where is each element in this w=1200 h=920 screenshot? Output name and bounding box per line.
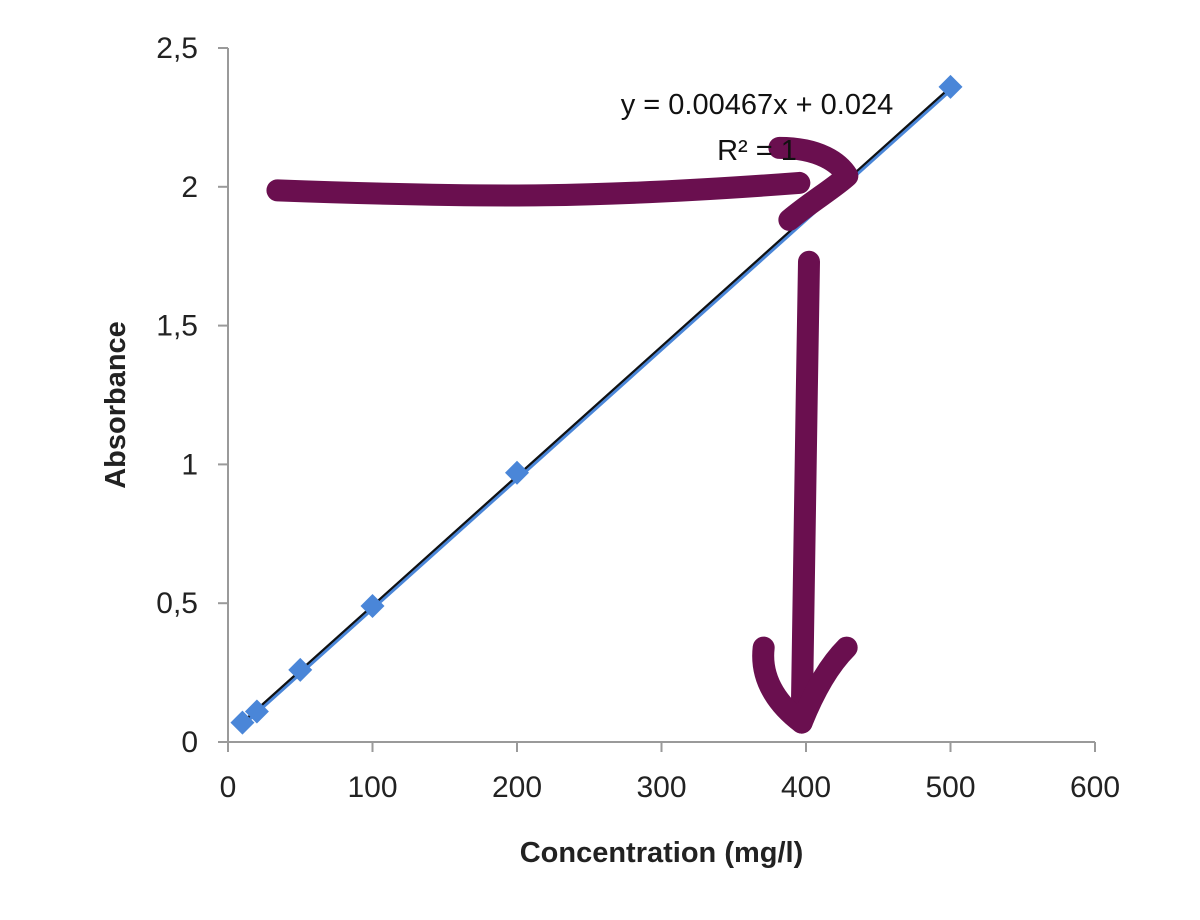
- data-points: [230, 74, 963, 735]
- data-point: [244, 699, 269, 724]
- hand-drawn-annotations: [266, 136, 859, 734]
- x-tick-label: 600: [1070, 771, 1120, 804]
- data-point: [288, 657, 313, 682]
- horizontal-annotation-arrow: [266, 171, 811, 207]
- tick-marks: [218, 47, 1096, 752]
- x-tick-label: 300: [636, 771, 686, 804]
- x-tick-labels: 0 100 200 300 400 500 600: [220, 771, 1120, 804]
- y-tick-label: 2,5: [156, 32, 198, 65]
- x-tick-label: 400: [781, 771, 831, 804]
- horizontal-arrow-head: [768, 136, 859, 231]
- y-tick-label: 0: [181, 726, 198, 759]
- data-point: [230, 710, 255, 735]
- x-tick-label: 500: [925, 771, 975, 804]
- data-point: [505, 460, 529, 485]
- vertical-annotation-arrow: [790, 250, 820, 734]
- axes: [227, 48, 1095, 743]
- x-tick-label: 200: [492, 771, 542, 804]
- r-squared-label: R² = 1: [717, 135, 797, 167]
- y-axis-title: Absorbance: [100, 321, 132, 489]
- x-axis-title: Concentration (mg/l): [520, 837, 804, 869]
- y-tick-label: 0,5: [156, 587, 198, 620]
- x-tick-label: 100: [347, 771, 397, 804]
- y-tick-label: 1: [181, 448, 198, 481]
- trendline-equation-label: y = 0.00467x + 0.024: [621, 89, 894, 121]
- vertical-arrow-head: [752, 636, 858, 734]
- y-tick-label: 2: [181, 171, 198, 204]
- data-point: [938, 74, 963, 99]
- y-tick-label: 1,5: [156, 310, 198, 343]
- x-tick-label: 0: [220, 771, 237, 804]
- y-tick-labels: 0 0,5 1 1,5 2 2,5: [156, 32, 198, 759]
- data-point: [360, 593, 385, 618]
